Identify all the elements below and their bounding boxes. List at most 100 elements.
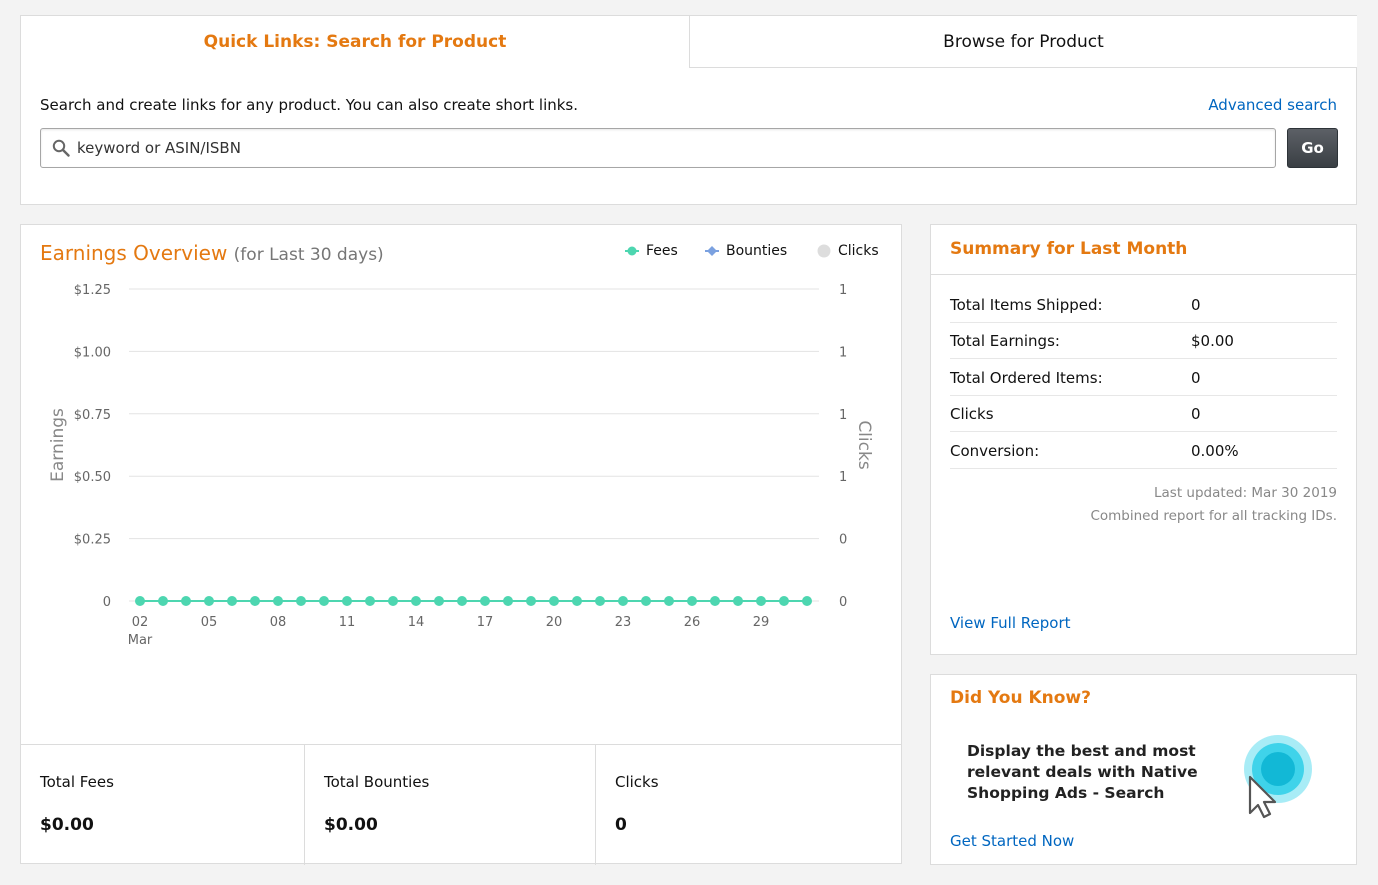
legend-fees-icon	[625, 246, 639, 256]
summary-row-conversion: Conversion: 0.00%	[950, 433, 1337, 469]
tab-browse-product[interactable]: Browse for Product	[689, 16, 1357, 68]
x-tick-label: 23	[615, 615, 632, 630]
y-tick-label: 0	[103, 595, 111, 610]
data-point-fees	[480, 596, 490, 606]
data-point-fees	[342, 596, 352, 606]
summary-row-ordered-items: Total Ordered Items: 0	[950, 360, 1337, 396]
data-point-fees	[411, 596, 421, 606]
x-tick-label: 08	[270, 615, 287, 630]
summary-label: Clicks	[950, 405, 994, 423]
legend-clicks-icon	[817, 244, 831, 258]
y-axis-label: Earnings	[48, 408, 68, 482]
earnings-title-text: Earnings Overview	[40, 241, 228, 265]
summary-row-clicks: Clicks 0	[950, 396, 1337, 432]
summary-last-updated: Last updated: Mar 30 2019	[1154, 485, 1337, 501]
data-point-fees	[687, 596, 697, 606]
y2-tick-label: 1	[839, 283, 847, 298]
search-input[interactable]	[77, 129, 1267, 167]
x-tick-label: 29	[753, 615, 770, 630]
y-tick-label: $1.25	[74, 283, 111, 298]
stat-total-bounties: Total Bounties $0.00	[305, 745, 596, 865]
tab-search-product[interactable]: Quick Links: Search for Product	[21, 16, 689, 68]
legend-bounties-label: Bounties	[726, 243, 788, 259]
data-point-fees	[204, 596, 214, 606]
y2-tick-label: 1	[839, 345, 847, 360]
x-tick-label: 17	[477, 615, 494, 630]
summary-label: Total Earnings:	[950, 332, 1060, 350]
data-point-fees	[802, 596, 812, 606]
legend-bounties[interactable]: Bounties	[705, 243, 787, 259]
stat-total-fees-label: Total Fees	[40, 773, 114, 791]
x-tick-label: 20	[546, 615, 563, 630]
data-point-fees	[158, 596, 168, 606]
go-button[interactable]: Go	[1287, 128, 1338, 168]
data-point-fees	[434, 596, 444, 606]
data-point-fees	[319, 596, 329, 606]
data-point-fees	[388, 596, 398, 606]
data-point-fees	[572, 596, 582, 606]
x-month-label: Mar	[128, 633, 153, 648]
stat-clicks: Clicks 0	[596, 745, 901, 865]
data-point-fees	[641, 596, 651, 606]
summary-row-items-shipped: Total Items Shipped: 0	[950, 287, 1337, 323]
data-point-fees	[618, 596, 628, 606]
quick-links-panel: Quick Links: Search for Product Browse f…	[20, 15, 1357, 205]
summary-label: Total Ordered Items:	[950, 369, 1103, 387]
earnings-overview-panel: $1.25 1 $1.00 1 $0.75 1 $0.50 1 $0.25 0 0 0 Earnings…	[20, 224, 902, 865]
summary-divider	[931, 274, 1356, 275]
y-tick-label: $0.75	[74, 408, 111, 423]
x-tick-label: 11	[339, 615, 356, 630]
data-point-fees	[756, 596, 766, 606]
data-point-fees	[181, 596, 191, 606]
data-point-fees	[227, 596, 237, 606]
data-point-fees	[365, 596, 375, 606]
legend-clicks-label: Clicks	[838, 243, 879, 259]
advanced-search-link[interactable]: Advanced search	[1208, 96, 1337, 114]
data-point-fees	[733, 596, 743, 606]
x-tick-label: 26	[684, 615, 701, 630]
earnings-stats: Total Fees $0.00 Total Bounties $0.00 Cl…	[21, 744, 901, 865]
legend-clicks[interactable]: Clicks	[817, 243, 879, 259]
get-started-link[interactable]: Get Started Now	[950, 832, 1075, 850]
summary-value: 0	[1191, 369, 1201, 387]
stat-total-fees-value: $0.00	[40, 815, 94, 835]
data-point-fees	[549, 596, 559, 606]
did-you-know-panel: Did You Know? Display the best and most …	[930, 674, 1357, 865]
summary-label: Conversion:	[950, 442, 1040, 460]
did-you-know-title: Did You Know?	[950, 688, 1091, 708]
legend-bounties-icon	[705, 246, 719, 256]
legend-fees-label: Fees	[646, 243, 678, 259]
stat-total-bounties-label: Total Bounties	[324, 773, 430, 791]
y-tick-label: $0.25	[74, 533, 111, 548]
data-point-fees	[296, 596, 306, 606]
earnings-subtitle: (for Last 30 days)	[233, 245, 384, 265]
data-point-fees	[526, 596, 536, 606]
x-tick-label: 14	[408, 615, 425, 630]
data-point-fees	[595, 596, 605, 606]
summary-value: 0.00%	[1191, 442, 1239, 460]
legend-fees[interactable]: Fees	[625, 243, 678, 259]
data-point-fees	[135, 596, 145, 606]
view-full-report-link[interactable]: View Full Report	[950, 614, 1071, 632]
y2-tick-label: 1	[839, 408, 847, 423]
data-point-fees	[779, 596, 789, 606]
earnings-chart: $1.25 1 $1.00 1 $0.75 1 $0.50 1 $0.25 0 0 0 Earnings…	[48, 283, 874, 648]
y-tick-label: $1.00	[74, 345, 111, 360]
data-point-fees	[710, 596, 720, 606]
x-tick-label: 05	[201, 615, 218, 630]
y2-tick-label: 0	[839, 595, 847, 610]
summary-value: 0	[1191, 405, 1201, 423]
search-icon	[52, 139, 70, 157]
summary-panel: Summary for Last Month Total Items Shipp…	[930, 224, 1357, 655]
summary-value: 0	[1191, 296, 1201, 314]
click-pointer-icon	[1244, 735, 1312, 819]
stat-clicks-label: Clicks	[615, 773, 659, 791]
search-box	[40, 128, 1276, 168]
summary-combined-note: Combined report for all tracking IDs.	[1090, 508, 1337, 524]
quick-links-description: Search and create links for any product.…	[40, 96, 579, 114]
summary-value: $0.00	[1191, 332, 1234, 350]
data-point-fees	[250, 596, 260, 606]
stat-total-bounties-value: $0.00	[324, 815, 378, 835]
data-point-fees	[503, 596, 513, 606]
data-point-fees	[457, 596, 467, 606]
